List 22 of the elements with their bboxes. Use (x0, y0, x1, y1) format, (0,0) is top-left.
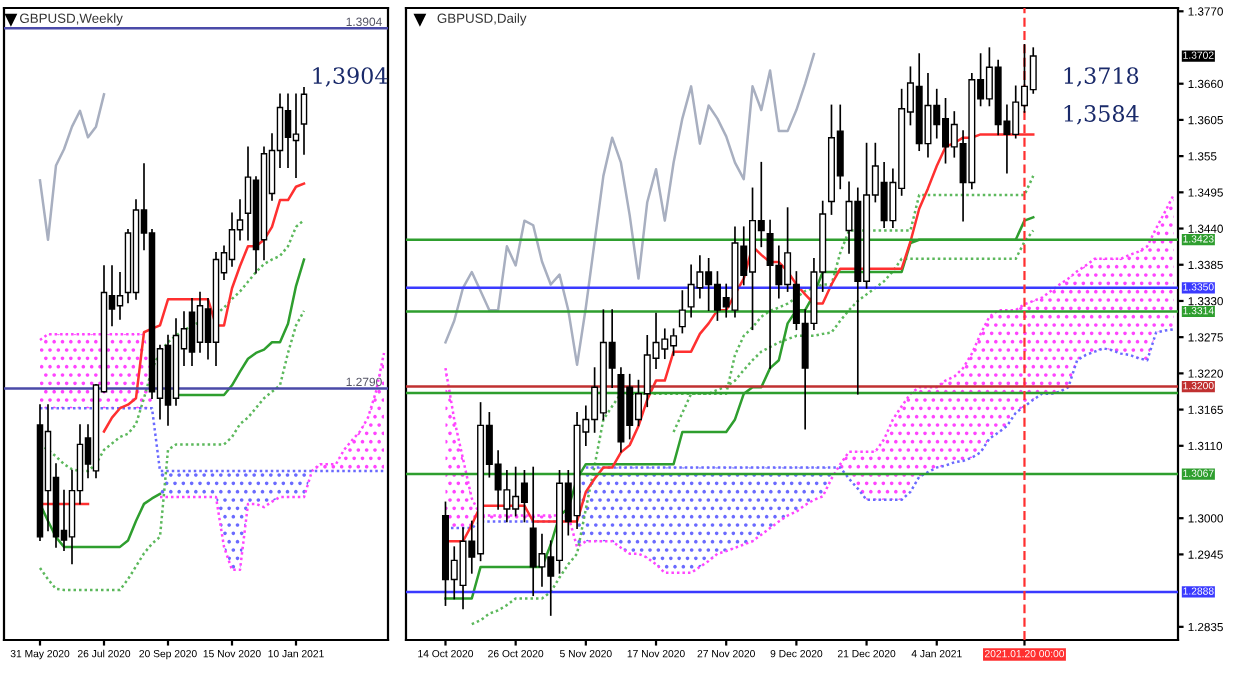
candlestick (116, 271, 124, 320)
candlestick (766, 219, 774, 369)
line-series (444, 52, 816, 367)
candlestick (529, 466, 537, 597)
candlestick (661, 328, 669, 360)
candlestick (292, 93, 300, 178)
candlestick (678, 290, 686, 334)
candlestick (459, 527, 467, 610)
candlestick (503, 469, 511, 523)
candlestick (520, 469, 528, 523)
candlestick (880, 161, 888, 229)
candlestick (924, 72, 932, 158)
candlestick (538, 533, 546, 587)
annotation: 1,3718 (1064, 67, 1139, 87)
candlestick (228, 212, 236, 267)
candlestick (196, 291, 204, 353)
annotation: 1,3584 (1064, 105, 1139, 125)
candlestick (687, 264, 695, 318)
candlestick (300, 87, 308, 155)
candlestick (284, 93, 292, 168)
line-series (470, 174, 1035, 626)
candlestick (188, 298, 196, 367)
